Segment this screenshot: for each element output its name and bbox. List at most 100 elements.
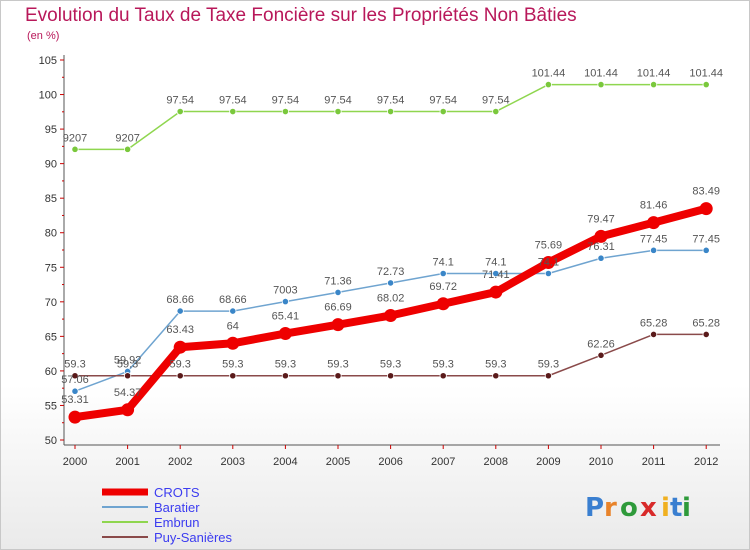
data-point xyxy=(492,107,500,116)
logo-letter: t xyxy=(670,493,682,523)
logo-letter: i xyxy=(661,493,670,523)
data-point xyxy=(176,307,184,315)
data-point xyxy=(702,80,710,89)
y-tick-label: 65 xyxy=(45,331,57,343)
data-point xyxy=(649,330,658,339)
data-point xyxy=(176,372,184,380)
data-point xyxy=(544,80,553,89)
y-tick-label: 55 xyxy=(45,400,57,412)
data-label: 9207 xyxy=(115,132,139,144)
data-labels: 9207 9207 97.54 97.54 97.54 97.54 97.54 97.54 97… xyxy=(61,68,723,407)
data-label: 66.69 xyxy=(324,302,352,314)
y-tick-label: 105 xyxy=(39,55,57,67)
data-label: 57.06 xyxy=(61,374,89,386)
data-point xyxy=(386,279,395,287)
data-label: 59.3 xyxy=(485,359,506,371)
data-label: 79.47 xyxy=(587,213,615,225)
data-label: 74.1 xyxy=(432,256,453,268)
axes: 50 55 60 65 70 75 80 85 90 95 100 105 2000 2001 2002 20… xyxy=(39,55,720,468)
data-point xyxy=(702,330,710,339)
data-point xyxy=(68,410,82,424)
data-point xyxy=(229,107,237,116)
data-point xyxy=(384,308,398,322)
x-tick-label: 2003 xyxy=(221,456,245,468)
data-point xyxy=(439,372,447,380)
y-tick-label: 80 xyxy=(45,228,57,240)
data-point xyxy=(281,107,289,116)
data-label: 97.54 xyxy=(377,95,405,107)
data-label: 68.66 xyxy=(166,294,194,306)
data-point xyxy=(281,372,289,380)
data-label: 59.3 xyxy=(380,359,401,371)
logo-letter: i xyxy=(682,493,691,523)
data-label: 71.41 xyxy=(482,269,510,281)
logo-letter: r xyxy=(604,493,617,523)
x-tick-label: 2000 xyxy=(63,456,87,468)
data-point xyxy=(124,145,132,153)
data-label: 101.44 xyxy=(689,68,723,80)
data-label: 9207 xyxy=(63,132,87,144)
data-label: 59.3 xyxy=(64,359,85,371)
data-point xyxy=(278,327,292,341)
data-label: 65.28 xyxy=(640,317,668,329)
chart-title: Evolution du Taux de Taxe Foncière sur l… xyxy=(25,5,577,26)
data-point xyxy=(331,318,345,332)
data-label: 101.44 xyxy=(637,68,671,80)
data-point xyxy=(71,372,79,380)
data-point xyxy=(649,80,658,89)
data-label: 59.3 xyxy=(432,359,453,371)
data-point xyxy=(71,145,79,153)
x-tick-label: 2001 xyxy=(115,456,139,468)
data-point xyxy=(386,107,395,116)
data-point xyxy=(699,202,713,216)
data-label: 7003 xyxy=(273,285,297,297)
series-lines xyxy=(68,80,713,424)
logo-letter: o xyxy=(620,493,638,523)
data-label: 62.26 xyxy=(587,338,615,350)
data-label: 63.43 xyxy=(166,324,194,336)
logo-letter: P xyxy=(585,493,604,523)
data-point xyxy=(386,372,395,380)
data-label: 68.02 xyxy=(377,292,405,304)
data-point xyxy=(71,387,79,395)
data-point xyxy=(173,340,187,354)
data-label: 101.44 xyxy=(532,68,566,80)
data-label: 74.1 xyxy=(485,256,506,268)
data-label: 72.73 xyxy=(377,266,405,278)
data-label: 97.54 xyxy=(272,95,300,107)
y-tick-label: 60 xyxy=(45,366,57,378)
data-point xyxy=(489,285,503,299)
data-label: 77.45 xyxy=(640,233,668,245)
data-label: 83.49 xyxy=(692,186,720,198)
data-label: 68.66 xyxy=(219,294,247,306)
data-label: 59.3 xyxy=(538,359,559,371)
data-point xyxy=(229,372,237,380)
y-tick-label: 70 xyxy=(45,297,57,309)
x-tick-label: 2012 xyxy=(694,456,718,468)
data-point xyxy=(492,372,500,380)
x-tick-label: 2002 xyxy=(168,456,192,468)
data-point xyxy=(334,372,342,380)
data-label: 97.54 xyxy=(219,95,247,107)
data-point xyxy=(597,254,605,262)
legend-label: CROTS xyxy=(154,485,200,500)
data-label: 74.1 xyxy=(538,256,559,268)
data-point xyxy=(597,80,605,89)
data-label: 54.37 xyxy=(114,387,142,399)
data-point xyxy=(544,372,553,380)
y-tick-label: 85 xyxy=(45,193,57,205)
data-label: 75.69 xyxy=(535,240,563,252)
data-label: 65.28 xyxy=(692,317,720,329)
legend-label: Baratier xyxy=(154,500,200,515)
data-label: 97.54 xyxy=(166,95,194,107)
data-label: 59.3 xyxy=(117,359,138,371)
x-tick-label: 2011 xyxy=(642,456,666,468)
data-point xyxy=(702,246,710,254)
y-tick-label: 50 xyxy=(45,435,57,447)
data-label: 65.41 xyxy=(272,311,300,323)
x-tick-label: 2005 xyxy=(326,456,350,468)
data-label: 97.54 xyxy=(482,95,510,107)
